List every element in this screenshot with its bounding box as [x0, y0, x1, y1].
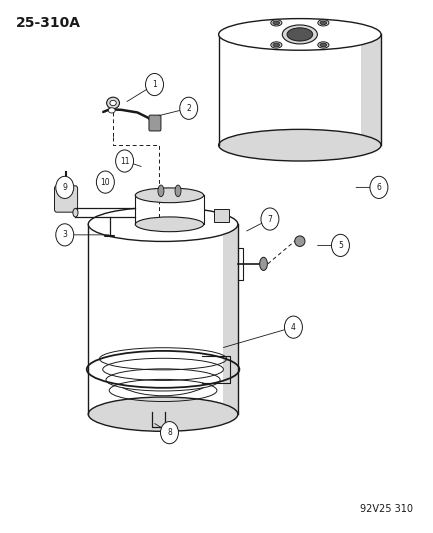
Ellipse shape — [88, 207, 238, 241]
Ellipse shape — [271, 42, 282, 48]
Circle shape — [145, 74, 164, 95]
Circle shape — [180, 97, 198, 119]
Text: 25-310A: 25-310A — [16, 16, 81, 30]
Text: 7: 7 — [268, 214, 272, 223]
Text: 9: 9 — [62, 183, 67, 192]
Ellipse shape — [158, 185, 164, 197]
Bar — [88, 224, 238, 414]
Circle shape — [161, 422, 178, 443]
Circle shape — [261, 208, 279, 230]
Text: 1: 1 — [152, 80, 157, 89]
Bar — [219, 35, 381, 145]
Circle shape — [116, 150, 133, 172]
Ellipse shape — [88, 397, 238, 431]
Ellipse shape — [260, 257, 267, 270]
Circle shape — [284, 316, 302, 338]
Text: 5: 5 — [338, 241, 343, 250]
Text: 2: 2 — [186, 104, 191, 113]
Ellipse shape — [318, 42, 329, 48]
Bar — [223, 224, 238, 414]
Circle shape — [56, 176, 74, 198]
Circle shape — [332, 235, 349, 256]
Bar — [135, 195, 204, 224]
Ellipse shape — [110, 100, 116, 106]
Text: 3: 3 — [62, 230, 67, 239]
Ellipse shape — [271, 20, 282, 26]
FancyBboxPatch shape — [149, 115, 161, 131]
Ellipse shape — [108, 108, 115, 113]
Bar — [361, 35, 381, 145]
Ellipse shape — [318, 20, 329, 26]
Ellipse shape — [273, 43, 280, 47]
Text: 92V25 310: 92V25 310 — [360, 504, 413, 514]
Ellipse shape — [219, 19, 381, 50]
Ellipse shape — [282, 25, 317, 44]
Ellipse shape — [219, 130, 381, 161]
Ellipse shape — [273, 21, 280, 25]
Text: 8: 8 — [167, 428, 172, 437]
Bar — [214, 209, 229, 222]
Circle shape — [370, 176, 388, 198]
Ellipse shape — [135, 217, 204, 232]
FancyBboxPatch shape — [55, 186, 78, 212]
Text: 10: 10 — [100, 177, 110, 187]
Ellipse shape — [287, 28, 313, 41]
Circle shape — [56, 224, 74, 246]
Ellipse shape — [175, 185, 181, 197]
Ellipse shape — [320, 43, 327, 47]
Text: 6: 6 — [376, 183, 381, 192]
Circle shape — [97, 171, 114, 193]
Ellipse shape — [295, 236, 305, 246]
Ellipse shape — [135, 188, 204, 203]
Text: 11: 11 — [120, 157, 129, 166]
Ellipse shape — [107, 97, 120, 109]
Ellipse shape — [73, 208, 78, 217]
Ellipse shape — [320, 21, 327, 25]
Text: 4: 4 — [291, 322, 296, 332]
